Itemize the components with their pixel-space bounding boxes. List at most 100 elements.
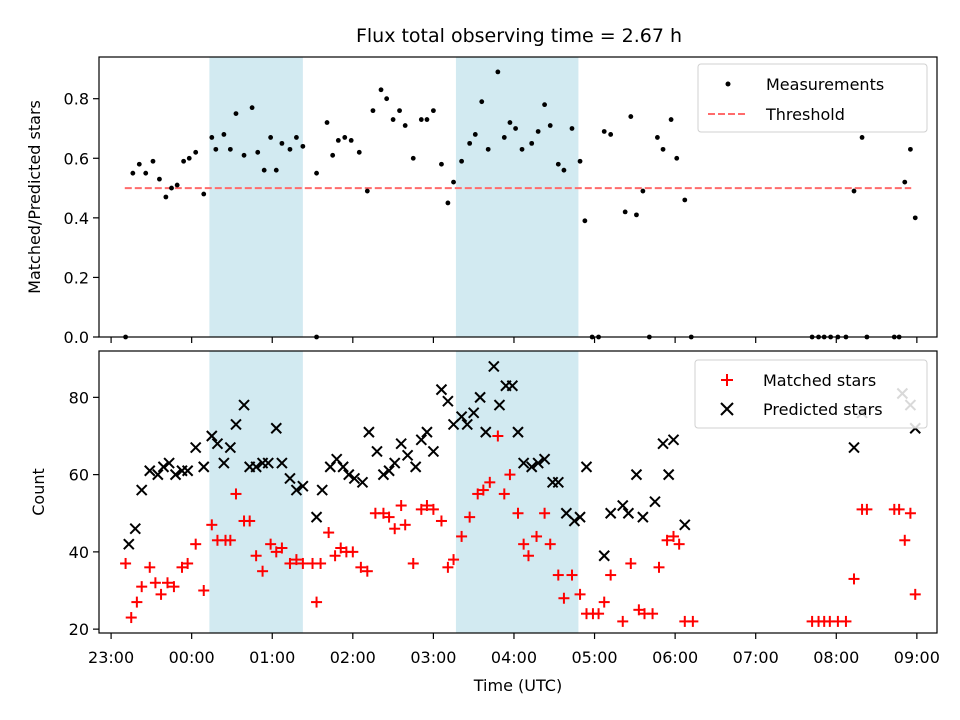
matched-star-point [498, 488, 510, 500]
predicted-star-point [474, 391, 486, 404]
predicted-star-point [297, 480, 309, 492]
predicted-star-point [488, 360, 500, 373]
measurement-point [459, 158, 464, 164]
predicted-star-point [290, 484, 303, 496]
predicted-star-point [493, 399, 506, 411]
x-tick-label: 09:00 [894, 648, 940, 667]
y-tick-label: 0.2 [64, 268, 89, 287]
matched-star-point [598, 596, 610, 608]
matched-star-point [290, 554, 302, 566]
matched-star-point [270, 546, 282, 558]
measurement-point [561, 167, 567, 173]
matched-star-point [329, 550, 341, 562]
measurement-point [495, 69, 501, 75]
x-tick-label: 07:00 [733, 648, 779, 667]
predicted-star-point [649, 495, 661, 508]
predicted-star-point [129, 522, 141, 535]
matched-star-point [168, 581, 180, 593]
measurement-point [201, 191, 207, 197]
measurement-point [330, 152, 336, 158]
measurement-point [513, 126, 518, 131]
predicted-star-point [455, 410, 468, 423]
measurement-point [255, 149, 261, 155]
matched-star-point [347, 546, 359, 558]
matched-star-point [399, 519, 411, 531]
matched-star-point [395, 500, 407, 512]
measurement-point [249, 105, 255, 111]
measurement-point [390, 117, 396, 122]
matched-star-point [155, 588, 167, 600]
predicted-star-point [637, 511, 649, 523]
measurement-point [300, 143, 306, 149]
predicted-star-point [123, 538, 135, 550]
bottom-y-axis-label: Count [29, 468, 48, 516]
measurement-point [654, 135, 660, 140]
matched-star-point [144, 561, 156, 573]
predicted-star-point [442, 395, 454, 407]
top-y-axis-label: Matched/Predicted stars [25, 100, 44, 294]
x-axis-label: Time (UTC) [473, 676, 562, 695]
matched-star-point [415, 503, 427, 515]
predicted-star-point [377, 468, 390, 481]
predicted-star-point [284, 472, 296, 485]
x-tick-label: 08:00 [813, 648, 859, 667]
predicted-star-point [506, 380, 519, 392]
x-tick-label: 03:00 [410, 648, 456, 667]
predicted-star-point [679, 519, 691, 531]
measurement-point [622, 209, 628, 215]
measurement-point [430, 108, 436, 114]
measurement-point [209, 135, 215, 140]
matched-star-point [653, 561, 665, 573]
predicted-star-point [435, 383, 448, 396]
predicted-star-point [169, 468, 182, 481]
y-tick-label: 40 [69, 543, 89, 562]
matched-star-point [477, 484, 489, 496]
matched-star-point [531, 530, 543, 542]
measurement-point [507, 120, 513, 125]
bottom-panel: 20 40 60 80 23:00 00:00 01:00 02:00 03:00 04:00 0… [29, 350, 940, 695]
predicted-star-point [181, 465, 194, 477]
predicted-star-point [238, 399, 250, 411]
measurement-point [859, 135, 865, 140]
matched-star-point [539, 507, 551, 519]
legend-matched-label: Matched stars [763, 371, 876, 390]
measurement-point [273, 167, 279, 173]
measurement-point [640, 188, 646, 194]
matched-star-point [311, 596, 323, 608]
matched-star-point [566, 569, 578, 581]
measurement-point [169, 185, 174, 191]
matched-star-point [574, 588, 586, 600]
matched-star-point [472, 488, 484, 500]
measurement-point [213, 146, 219, 152]
measurement-point [130, 170, 136, 176]
measurement-point [384, 96, 390, 102]
matched-star-point [377, 507, 389, 519]
matched-star-point [492, 430, 504, 442]
matched-star-point [909, 588, 921, 600]
matched-star-point [276, 542, 288, 554]
matched-star-point [448, 554, 460, 566]
matched-star-point [284, 557, 296, 569]
y-tick-label: 0.8 [64, 90, 89, 109]
predicted-star-point [580, 461, 593, 473]
matched-star-point [407, 557, 419, 569]
predicted-star-point [198, 461, 210, 473]
measurement-point [908, 146, 913, 152]
measurement-point [287, 146, 293, 152]
y-tick-label: 0.4 [64, 209, 89, 228]
matched-star-point [840, 615, 852, 627]
predicted-star-point [598, 550, 610, 562]
matched-star-point [593, 608, 605, 620]
predicted-star-point [421, 426, 433, 438]
predicted-star-point [157, 461, 170, 473]
measurement-point [378, 87, 384, 93]
predicted-star-point [461, 418, 473, 431]
matched-star-point [131, 596, 143, 608]
measurement-point [370, 108, 376, 114]
matched-star-point [625, 557, 637, 569]
predicted-star-point [343, 468, 355, 481]
measurement-point [634, 212, 639, 218]
measurement-point [682, 197, 688, 203]
matched-star-point [182, 557, 194, 569]
